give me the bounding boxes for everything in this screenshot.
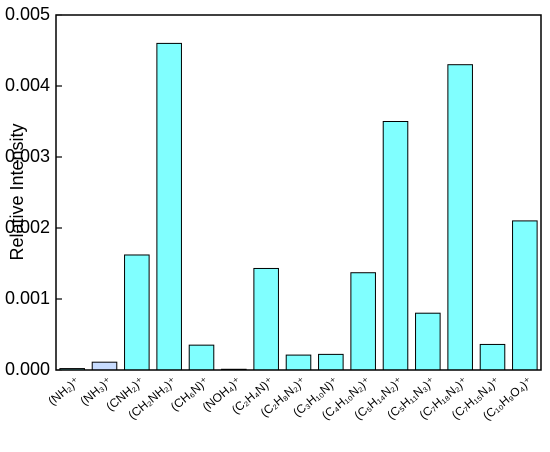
y-axis-label: Relative Intensity bbox=[7, 123, 27, 260]
y-tick-label: 0.002 bbox=[5, 217, 50, 237]
bar bbox=[253, 267, 279, 371]
bar bbox=[447, 64, 473, 371]
bar bbox=[350, 272, 376, 371]
bar bbox=[415, 312, 441, 371]
bar bbox=[285, 354, 312, 371]
bar bbox=[382, 121, 409, 371]
bar bbox=[188, 344, 215, 371]
y-tick-label: 0.000 bbox=[5, 359, 50, 379]
bar bbox=[318, 353, 344, 371]
bar bbox=[124, 254, 150, 371]
y-tick-label: 0.001 bbox=[5, 288, 50, 308]
x-tick-label: (NH₂)⁺ bbox=[45, 374, 82, 408]
bar bbox=[91, 361, 118, 371]
bar bbox=[479, 343, 506, 371]
bar bbox=[512, 220, 538, 371]
y-tick-label: 0.003 bbox=[5, 146, 50, 166]
plot-frame bbox=[55, 14, 542, 371]
y-tick-label: 0.005 bbox=[5, 4, 50, 24]
bar bbox=[156, 42, 182, 371]
y-tick-label: 0.004 bbox=[5, 75, 50, 95]
